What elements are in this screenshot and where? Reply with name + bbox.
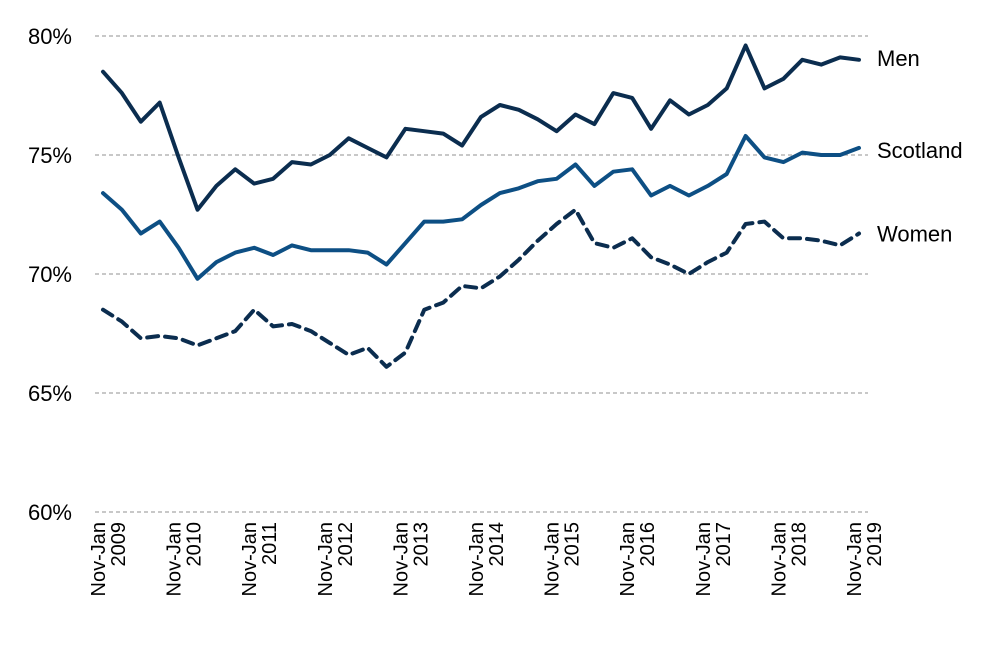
x-tick-label-line1: Nov-Jan bbox=[164, 522, 186, 596]
y-tick-label: 70% bbox=[28, 262, 72, 287]
x-tick-label-line2: 2016 bbox=[637, 522, 659, 567]
series-label-men: Men bbox=[877, 46, 920, 71]
x-tick-label-line1: Nov-Jan bbox=[315, 522, 337, 596]
x-tick-label-line2: 2011 bbox=[259, 522, 281, 565]
y-tick-label: 60% bbox=[28, 500, 72, 525]
x-tick-label-line2: 2018 bbox=[788, 522, 810, 567]
x-tick-label-line1: Nov-Jan bbox=[768, 522, 790, 596]
x-tick-label-line2: 2017 bbox=[713, 522, 735, 567]
series-line-scotland bbox=[101, 134, 861, 281]
x-tick-label-line2: 2014 bbox=[486, 522, 508, 567]
y-tick-label: 80% bbox=[28, 24, 72, 49]
series-line-women bbox=[101, 207, 861, 369]
series-line-men bbox=[101, 43, 861, 212]
series-label-women: Women bbox=[877, 222, 952, 247]
x-tick-label-line1: Nov-Jan bbox=[844, 522, 866, 596]
series-lines bbox=[101, 43, 861, 369]
x-tick-label-line2: 2009 bbox=[108, 522, 130, 567]
x-tick-label-line2: 2012 bbox=[335, 522, 357, 567]
x-tick-label-line1: Nov-Jan bbox=[542, 522, 564, 596]
series-labels: Men Scotland Women bbox=[877, 46, 963, 247]
x-tick-label-line1: Nov-Jan bbox=[693, 522, 715, 596]
x-tick-label-line1: Nov-Jan bbox=[390, 522, 412, 596]
x-tick-label-line1: Nov-Jan bbox=[239, 522, 261, 596]
x-tick-label-line1: Nov-Jan bbox=[466, 522, 488, 596]
series-label-scotland: Scotland bbox=[877, 138, 963, 163]
x-tick-label-line1: Nov-Jan bbox=[88, 522, 110, 596]
y-tick-label: 65% bbox=[28, 381, 72, 406]
x-tick-label-line2: 2013 bbox=[410, 522, 432, 567]
y-axis-ticks: 60% 65% 70% 75% 80% bbox=[28, 24, 72, 525]
y-tick-label: 75% bbox=[28, 143, 72, 168]
gridlines bbox=[95, 35, 868, 513]
x-tick-label-line2: 2019 bbox=[864, 522, 886, 567]
x-tick-label-line1: Nov-Jan bbox=[617, 522, 639, 596]
x-tick-label-line2: 2010 bbox=[184, 522, 206, 567]
x-tick-label-line2: 2015 bbox=[562, 522, 584, 567]
